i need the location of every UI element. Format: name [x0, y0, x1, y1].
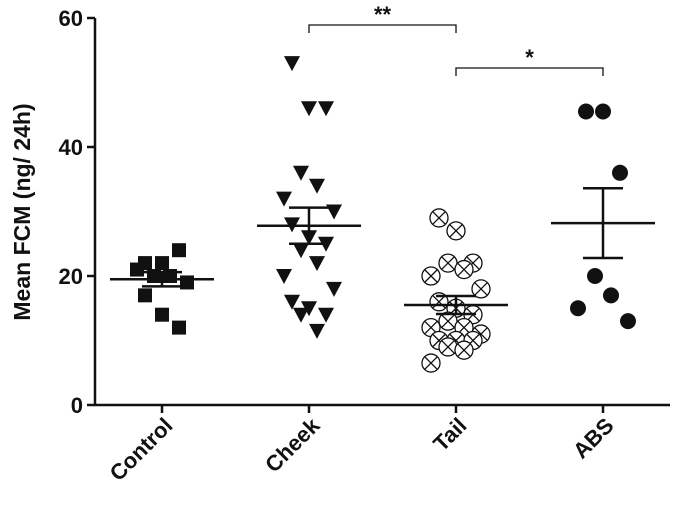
point	[276, 269, 292, 284]
point-cross	[441, 256, 455, 270]
significance-label: **	[374, 2, 392, 27]
point-cross	[424, 269, 438, 283]
y-tick-label: 60	[59, 6, 83, 31]
point	[293, 243, 309, 259]
point	[293, 165, 309, 181]
point-cross	[457, 343, 471, 357]
significance-bracket	[308, 24, 457, 33]
point	[309, 256, 325, 272]
point-cross	[424, 356, 438, 370]
point	[429, 208, 449, 228]
point	[301, 101, 317, 117]
error-bar	[583, 187, 623, 260]
point	[309, 323, 325, 339]
group	[130, 243, 194, 335]
point-cross	[441, 314, 455, 328]
point	[276, 191, 292, 207]
point	[603, 287, 619, 304]
point	[284, 56, 300, 72]
point	[595, 103, 611, 120]
point	[421, 266, 441, 286]
group	[276, 56, 342, 339]
point	[318, 307, 334, 323]
point	[612, 164, 628, 181]
point-cross	[424, 321, 438, 335]
point	[326, 281, 342, 297]
point	[446, 221, 466, 241]
error-bar	[142, 270, 182, 288]
group	[570, 103, 636, 330]
point	[284, 294, 300, 310]
point-cross	[449, 224, 463, 238]
point-cross	[457, 321, 471, 335]
x-tick-label: ABS	[568, 413, 619, 464]
point	[620, 313, 636, 330]
y-axis-label: Mean FCM (ng/ 24h)	[9, 103, 35, 320]
point	[138, 288, 152, 303]
x-tick-label: Control	[105, 413, 178, 486]
point	[318, 101, 334, 117]
point	[172, 320, 186, 335]
point-cross	[432, 211, 446, 225]
x-tick-label: Tail	[428, 413, 471, 456]
point	[180, 275, 194, 290]
point	[172, 243, 186, 258]
point	[429, 292, 449, 312]
point	[421, 353, 441, 373]
point	[438, 253, 458, 273]
group	[421, 208, 491, 373]
error-bar	[436, 294, 476, 316]
point	[301, 301, 317, 317]
point	[155, 307, 169, 322]
point	[454, 340, 474, 360]
point	[326, 204, 342, 220]
x-tick-label: Cheek	[260, 412, 325, 477]
point	[293, 307, 309, 323]
significance-bracket	[455, 67, 604, 76]
y-tick-label: 20	[59, 264, 83, 289]
point-cross	[457, 263, 471, 277]
point	[438, 337, 458, 357]
error-bar	[289, 206, 329, 245]
point-cross	[441, 340, 455, 354]
point	[309, 178, 325, 194]
point	[570, 300, 586, 317]
y-tick-label: 40	[59, 135, 83, 160]
y-tick-label: 0	[71, 393, 83, 418]
point	[130, 262, 144, 277]
significance-label: *	[525, 45, 534, 70]
point	[587, 268, 603, 284]
point-cross	[474, 282, 488, 296]
point	[454, 259, 474, 280]
point	[578, 103, 594, 120]
point	[155, 256, 169, 271]
point	[471, 279, 491, 299]
